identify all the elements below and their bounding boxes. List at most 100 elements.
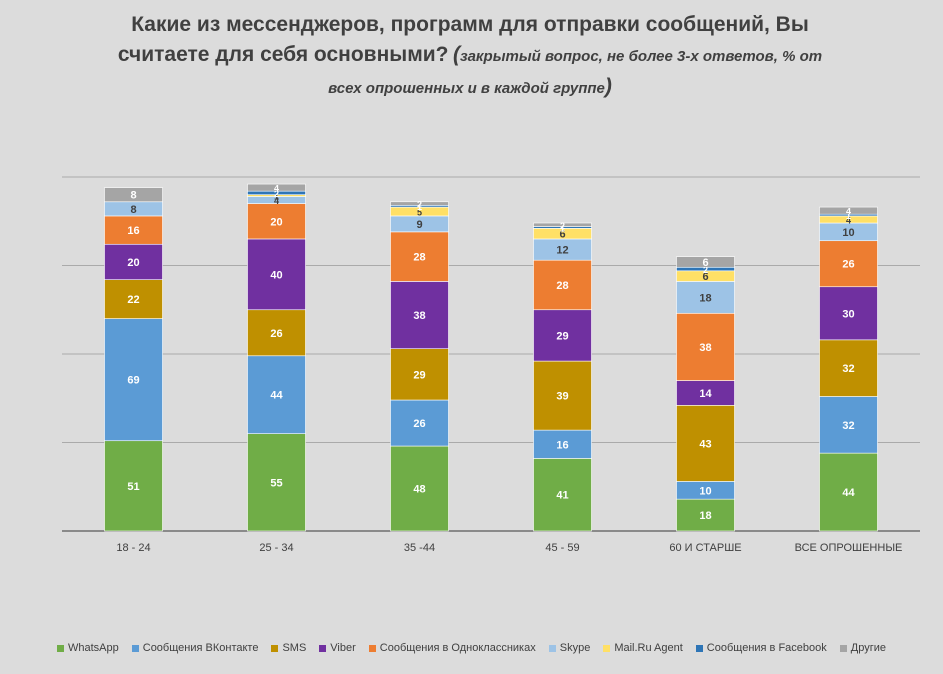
data-label: 32 bbox=[842, 363, 854, 375]
data-label: 1 bbox=[274, 192, 279, 202]
legend-label: Другие bbox=[850, 642, 886, 654]
data-label: 38 bbox=[699, 342, 711, 354]
bar-segment bbox=[390, 399, 449, 447]
x-axis: 18 - 24 25 - 34 35 -44 45 - 59 60 И СТАРШЕ ВС… bbox=[116, 542, 902, 554]
data-label: 41 bbox=[556, 490, 568, 502]
bar-segment bbox=[533, 429, 592, 459]
legend-swatch bbox=[368, 644, 376, 652]
legend-label: Сообщения ВКонтакте bbox=[142, 642, 259, 654]
legend-swatch bbox=[839, 644, 847, 652]
legend-label: SMS bbox=[282, 642, 307, 654]
x-tick-label: 25 - 34 bbox=[259, 542, 293, 554]
bar-segment bbox=[533, 259, 592, 311]
data-label: 26 bbox=[413, 418, 425, 430]
legend-swatch bbox=[695, 644, 703, 652]
legend-swatch bbox=[548, 644, 556, 652]
bar-segment bbox=[676, 312, 735, 381]
legend-label: Сообщения в Facebook bbox=[706, 642, 827, 654]
data-label: 4 bbox=[846, 207, 851, 217]
data-label: 38 bbox=[413, 310, 425, 322]
legend-label: Skype bbox=[559, 642, 591, 654]
x-tick-label: 45 - 59 bbox=[545, 542, 579, 554]
bar-segment bbox=[533, 458, 592, 532]
bar-segment bbox=[247, 309, 306, 357]
data-label: 12 bbox=[556, 245, 568, 257]
data-label: 29 bbox=[413, 369, 425, 381]
bar-segment bbox=[533, 309, 592, 362]
x-tick-label: 35 -44 bbox=[404, 542, 435, 554]
title-note-1: закрытый вопрос, не более 3-х ответов, %… bbox=[459, 48, 823, 65]
bar-segment bbox=[390, 201, 449, 206]
legend-item: Viber bbox=[319, 642, 356, 654]
data-label: 20 bbox=[127, 257, 139, 269]
data-label: 6 bbox=[559, 229, 565, 241]
legend-item: Сообщения ВКонтакте bbox=[131, 642, 259, 654]
data-label: 14 bbox=[699, 388, 712, 400]
legend-swatch bbox=[603, 644, 611, 652]
data-label: 51 bbox=[127, 481, 139, 493]
bar-segment bbox=[104, 318, 163, 442]
data-label: 48 bbox=[413, 484, 425, 496]
legend-label: Сообщения в Одноклассниках bbox=[379, 642, 536, 654]
data-label: 6 bbox=[702, 257, 708, 269]
bar-segment bbox=[247, 203, 306, 240]
bar-segment bbox=[390, 231, 449, 282]
data-label: 18 bbox=[699, 510, 711, 522]
data-label: 6 bbox=[702, 271, 708, 283]
data-label: 22 bbox=[127, 294, 139, 306]
legend-item: Сообщения в Одноклассниках bbox=[368, 642, 536, 654]
data-label: 2 bbox=[560, 221, 565, 231]
bar-segment bbox=[819, 286, 878, 341]
data-label: 30 bbox=[842, 308, 854, 320]
data-label: 1 bbox=[417, 202, 422, 212]
data-label: 10 bbox=[699, 485, 711, 497]
data-label: 44 bbox=[270, 390, 283, 402]
legend-swatch bbox=[57, 644, 64, 652]
data-label: 2 bbox=[417, 200, 422, 210]
x-tick-label: ВСЕ ОПРОШЕННЫЕ bbox=[795, 542, 903, 554]
legend-swatch bbox=[271, 644, 279, 652]
data-label: 44 bbox=[842, 487, 855, 499]
data-label: 8 bbox=[130, 190, 136, 202]
bar-segment bbox=[676, 281, 735, 314]
legend-item: WhatsApp bbox=[57, 642, 119, 654]
data-label: 16 bbox=[556, 439, 568, 451]
data-label: 4 bbox=[846, 215, 851, 225]
bar-segment bbox=[819, 206, 878, 215]
bar-segment bbox=[104, 279, 163, 319]
data-label: 5 bbox=[417, 208, 422, 218]
legend: WhatsApp Сообщения ВКонтакте SMS Viber Сообщ… bbox=[0, 642, 943, 654]
bar-segment bbox=[104, 440, 163, 532]
bar-segment bbox=[390, 348, 449, 401]
data-label: 28 bbox=[556, 280, 568, 292]
data-label: 18 bbox=[699, 292, 711, 304]
data-label: 10 bbox=[842, 227, 854, 239]
legend-label: Viber bbox=[330, 642, 356, 654]
bar-segment bbox=[533, 360, 592, 431]
legend-label: Mail.Ru Agent bbox=[614, 642, 683, 654]
bar-segment bbox=[533, 222, 592, 227]
title-paren-close: ) bbox=[604, 75, 612, 98]
bar-segment bbox=[819, 452, 878, 532]
legend-item: SMS bbox=[271, 642, 306, 654]
bars: 5169222016885544264020412448262938289512… bbox=[104, 184, 878, 532]
bar-segment bbox=[390, 445, 449, 532]
legend-item: Сообщения в Facebook bbox=[695, 642, 827, 654]
title-line-2: считаете для себя основными? bbox=[117, 43, 449, 66]
bar-segment bbox=[819, 240, 878, 288]
data-label: 2 bbox=[274, 189, 279, 199]
data-label: 9 bbox=[416, 219, 422, 231]
title-note-2: всех опрошенных и в каждой группе bbox=[328, 80, 605, 97]
data-label: 1 bbox=[560, 223, 565, 233]
gridlines bbox=[62, 176, 920, 532]
legend-item: Skype bbox=[548, 642, 591, 654]
data-label: 4 bbox=[274, 196, 279, 206]
data-label: 4 bbox=[274, 184, 279, 194]
bar-segment bbox=[819, 339, 878, 397]
data-label: 20 bbox=[270, 216, 282, 228]
data-label: 26 bbox=[842, 259, 854, 271]
legend-swatch bbox=[319, 644, 327, 652]
data-label: 8 bbox=[130, 204, 136, 216]
bar-segment bbox=[676, 256, 735, 268]
data-label: 16 bbox=[127, 225, 139, 237]
